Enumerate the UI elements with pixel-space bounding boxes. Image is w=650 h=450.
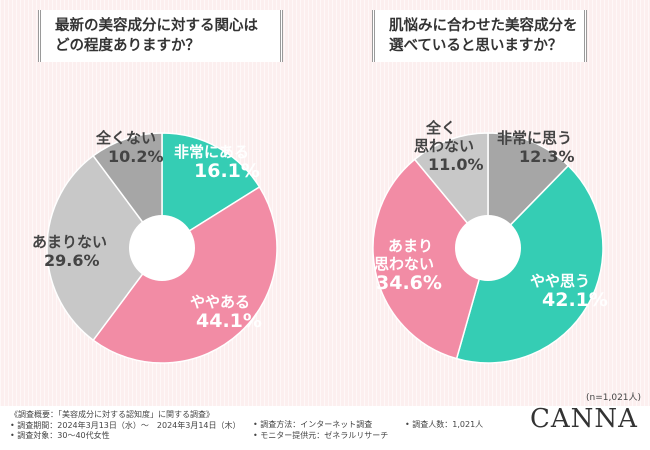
slice-name: 全く [426,119,457,137]
pie-slice-interest-0 [161,132,261,250]
title-line: どの程度ありますか？ [55,38,200,54]
survey-target: • 調査対象：30～40代女性 [10,431,110,440]
donut-hole [455,215,521,281]
slice-name: 非常に思う [497,129,573,147]
slice-name: あまり [388,237,434,255]
slice-label-strongly-agree: 非常に思う 12.3% [497,129,575,167]
slice-value: 34.6% [376,272,442,294]
slice-name: 思わない [374,255,435,273]
slice-value: 42.1% [542,289,608,311]
title-line: 最新の美容成分に対する関心は [55,18,258,34]
survey-period: • 調査期間：2024年3月13日（水）～ 2024年3月14日（木） [10,420,241,430]
slice-label-somewhat-interested: ややある 44.1% [190,293,262,331]
pie-slice-selection-0 [487,132,570,250]
slice-label-somewhat-agree: やや思う 42.1% [530,272,608,310]
donut-hole [129,215,195,281]
chart-title-left: 最新の美容成分に対する関心は どの程度ありますか？ [38,10,283,62]
slice-label-not-very-interested: あまりない 29.6% [32,233,107,271]
pie-slice-selection-2 [372,158,489,360]
slice-name: やや思う [530,272,591,290]
footer-col-right: • 調査人数：1,021人 [405,420,483,431]
pie-slice-selection-1 [455,164,604,364]
slice-label-strongly-disagree: 全く 思わない 11.0% [414,119,484,175]
pie-slice-interest-2 [46,154,163,342]
footer-col-middle: • 調査方法：インターネット調査 • モニター提供元：ゼネラルリサーチ [253,420,388,441]
sample-size-note: (n=1,021人) [586,393,642,403]
survey-overview: 《調査概要：「美容成分に対する認知度」に関する調査》 [10,410,214,419]
slice-value: 29.6% [44,251,100,270]
chart-title-right: 肌悩みに合わせた美容成分を 選べていると思いますか？ [372,10,587,62]
footer: 《調査概要：「美容成分に対する認知度」に関する調査》 • 調査期間：2024年3… [0,406,650,450]
pie-slice-interest-1 [92,185,278,364]
pie-slice-interest-3 [92,132,163,251]
survey-count: • 調査人数：1,021人 [405,420,484,429]
slice-name: 全くない [96,129,157,147]
brand-logo: CANNA [530,404,638,434]
title-line: 肌悩みに合わせた美容成分を [389,18,578,34]
slice-label-not-interested: 全くない 10.2% [96,129,164,167]
slice-value: 12.3% [519,147,575,166]
slice-value: 10.2% [108,147,164,166]
slice-label-somewhat-disagree: あまり 思わない 34.6% [374,237,442,293]
slice-name: 非常にある [174,143,250,161]
slice-value: 11.0% [428,155,484,174]
pie-slice-selection-3 [413,132,489,251]
slice-name: あまりない [32,233,108,251]
slice-name: ややある [190,293,251,311]
slice-value: 16.1% [194,160,260,182]
slice-label-very-interested: 非常にある 16.1% [174,143,260,181]
footer-col-left: 《調査概要：「美容成分に対する認知度」に関する調査》 • 調査期間：2024年3… [10,410,241,442]
slice-value: 44.1% [196,310,262,332]
survey-method: • 調査方法：インターネット調査 [253,420,373,429]
slice-name: 思わない [414,137,475,155]
title-line: 選べていると思いますか？ [389,38,563,54]
survey-provider: • モニター提供元：ゼネラルリサーチ [253,430,389,440]
